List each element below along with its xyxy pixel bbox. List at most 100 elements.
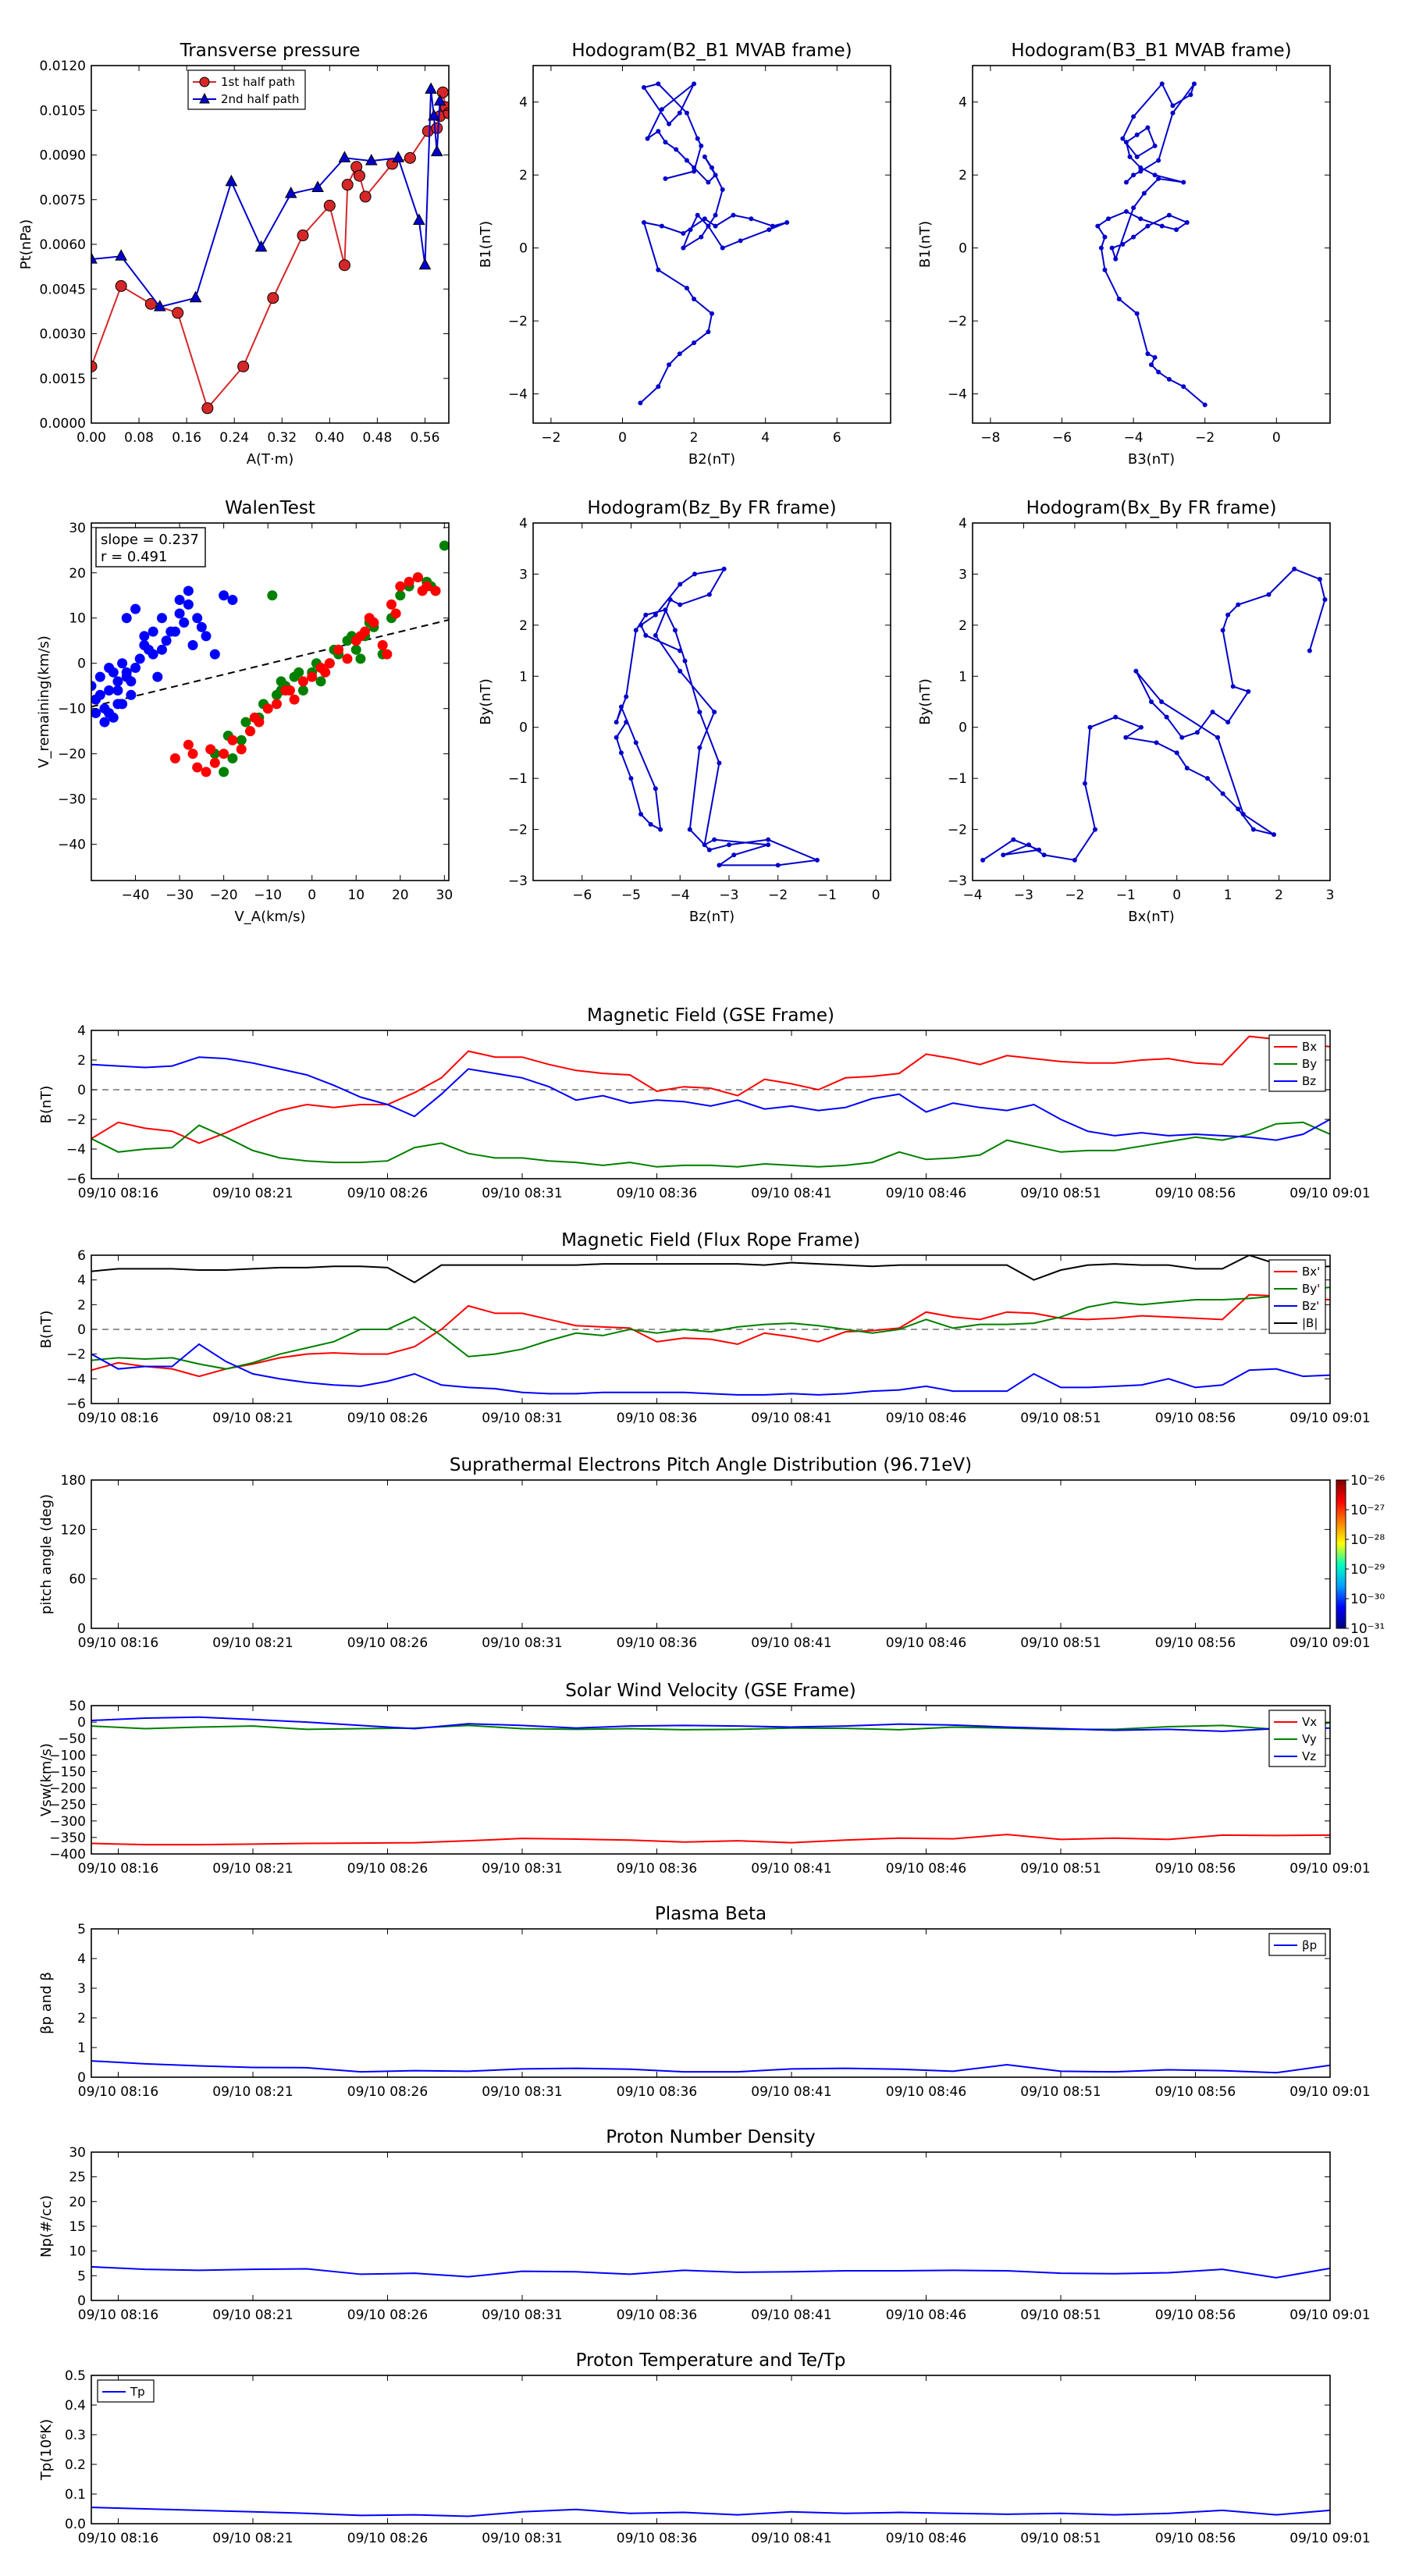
- x-tick-label: 09/10 08:36: [617, 2531, 697, 2546]
- x-tick-label: 09/10 08:16: [78, 1861, 158, 1877]
- data-point: [254, 240, 268, 252]
- data-point: [678, 582, 683, 587]
- y-tick-label: 2: [77, 1053, 86, 1069]
- data-point: [766, 837, 771, 842]
- y-tick-label: −40: [58, 838, 86, 853]
- plot-frame: [91, 2375, 1331, 2524]
- data-point: [1138, 169, 1144, 174]
- data-point: [681, 230, 686, 236]
- data-point: [1236, 806, 1241, 812]
- series-Np: [91, 2265, 1330, 2279]
- data-point: [183, 585, 194, 596]
- y-tick-label: 20: [69, 566, 86, 582]
- data-point: [284, 685, 295, 696]
- x-tick-label: 09/10 08:56: [1155, 2307, 1236, 2323]
- plot-frame: [972, 65, 1331, 424]
- data-point: [174, 595, 185, 606]
- data-point: [187, 640, 198, 651]
- data-point: [678, 668, 683, 674]
- chart-beta: Plasma Beta 09/10 08:16 09/10 08:21 09/10 0…: [38, 1904, 1371, 2100]
- data-point: [1164, 714, 1169, 720]
- data-point: [227, 735, 238, 745]
- data-point: [104, 663, 115, 674]
- y-axis-label: Pt(nPa): [18, 219, 34, 269]
- legend-label: Vz: [1302, 1749, 1316, 1763]
- x-tick-label: −2: [768, 888, 788, 903]
- data-point: [677, 110, 682, 116]
- y-tick-label: −4: [948, 387, 967, 403]
- x-tick-label: 0.08: [124, 430, 154, 446]
- y-tick-label: 2: [77, 1297, 86, 1313]
- data-point: [417, 585, 428, 596]
- legend-label: |B|: [1302, 1316, 1318, 1330]
- data-point: [209, 649, 220, 660]
- x-tick-label: 0.56: [411, 430, 440, 446]
- y-tick-label: 4: [77, 1952, 86, 1967]
- data-point: [641, 219, 646, 225]
- data-point: [713, 212, 718, 218]
- data-point: [430, 144, 443, 157]
- chart-np: Proton Number Density 09/10 08:16 09/10 08…: [38, 2127, 1371, 2323]
- data-point: [814, 857, 820, 863]
- data-point: [1174, 750, 1179, 756]
- data-point: [1134, 311, 1140, 316]
- data-point: [271, 699, 282, 710]
- data-point: [1210, 710, 1215, 715]
- data-point: [341, 179, 354, 191]
- chart-mffr: Magnetic Field (Flux Rope Frame) 09/10 08…: [38, 1230, 1371, 1426]
- y-tick-label: 1: [77, 2041, 86, 2056]
- data-point: [342, 653, 353, 664]
- x-tick-label: 0: [1172, 888, 1181, 903]
- data-point: [192, 613, 203, 624]
- data-point: [91, 707, 101, 718]
- y-tick-label: 0: [77, 1621, 86, 1637]
- series-By': [91, 1286, 1330, 1370]
- data-point: [276, 676, 286, 687]
- series-line: [91, 89, 441, 308]
- x-tick-label: 09/10 08:31: [482, 1411, 562, 1426]
- plot-frame: [972, 522, 1331, 881]
- x-tick-label: 09/10 08:41: [751, 1411, 831, 1426]
- legend-label: By': [1302, 1282, 1320, 1296]
- y-axis-label: B1(nT): [478, 221, 494, 268]
- y-tick-label: −2: [66, 1347, 86, 1363]
- x-tick-label: 09/10 08:16: [78, 2531, 158, 2546]
- data-point: [324, 658, 335, 669]
- data-point: [320, 667, 331, 678]
- x-tick-label: 09/10 08:36: [617, 2307, 697, 2323]
- chart-vsw: Solar Wind Velocity (GSE Frame) 09/10 08:…: [38, 1681, 1371, 1877]
- data-point: [240, 717, 251, 728]
- series-Bx: [91, 1035, 1330, 1144]
- data-point: [656, 267, 661, 272]
- x-tick-label: 09/10 08:41: [751, 1861, 831, 1877]
- legend-label: By: [1302, 1057, 1317, 1071]
- data-point: [359, 190, 372, 203]
- data-point: [1131, 234, 1136, 240]
- data-point: [156, 613, 167, 624]
- data-point: [1240, 811, 1246, 817]
- legend-label: Bz': [1302, 1299, 1319, 1313]
- y-tick-label: −50: [58, 1731, 86, 1747]
- data-point: [267, 590, 278, 601]
- data-point: [643, 612, 649, 617]
- series-line: [1096, 82, 1206, 406]
- data-point: [731, 212, 736, 218]
- x-tick-label: 09/10 08:46: [886, 1186, 966, 1201]
- chart-tp: Transverse pressure 0.00 0.08 0.16 0.24 0.32 0…: [18, 41, 450, 468]
- data-point: [1149, 699, 1154, 704]
- y-axis-label: By(nT): [917, 678, 934, 724]
- data-point: [267, 292, 279, 304]
- y-tick-label: 2: [959, 168, 967, 183]
- data-point: [658, 827, 663, 832]
- data-point: [684, 110, 689, 116]
- x-axis-label: Bz(nT): [689, 909, 735, 925]
- data-point: [1230, 684, 1236, 689]
- data-point: [1152, 143, 1158, 148]
- x-tick-label: 09/10 08:41: [751, 1635, 831, 1651]
- data-point: [1272, 832, 1277, 838]
- data-point: [91, 252, 98, 264]
- data-point: [297, 229, 309, 242]
- y-tick-label: 0: [77, 2070, 86, 2086]
- x-tick-label: 09/10 08:26: [347, 1861, 428, 1877]
- x-tick-label: 09/10 08:36: [617, 1635, 697, 1651]
